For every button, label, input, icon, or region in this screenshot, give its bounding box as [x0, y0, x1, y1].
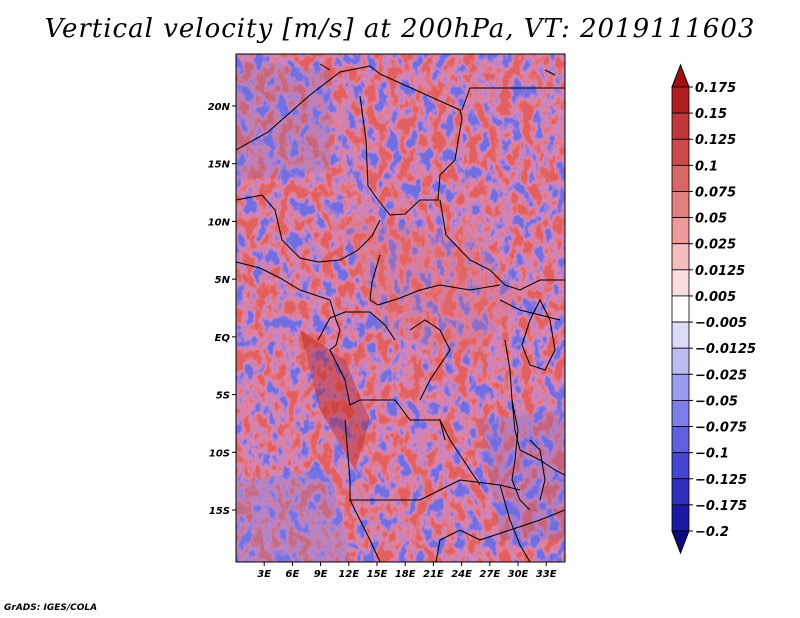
colorbar-label: −0.005	[695, 316, 747, 331]
colorbar-swatch	[671, 452, 690, 480]
velocity-field	[236, 54, 565, 562]
lat-tick-label: 5N	[215, 275, 231, 286]
colorbar-label: 0.125	[695, 133, 736, 148]
colorbar-swatch	[671, 112, 690, 140]
lon-tick-label: 27E	[479, 569, 500, 580]
colorbar-label: 0.075	[695, 185, 736, 200]
map-axes: 20N 15N 10N 5N EQ 5S 10S 15S 3E 6E 9E 12E 15E 18E 21E 2…	[208, 102, 557, 580]
colorbar-swatch	[671, 191, 690, 218]
colorbar-swatch	[671, 321, 690, 349]
map-title: Vertical velocity [m/s] at 200hPa, VT: 2…	[44, 14, 756, 44]
colorbar-swatch	[671, 373, 690, 401]
colorbar-swatch	[671, 426, 690, 454]
colorbar-label: 0.0125	[695, 264, 745, 279]
colorbar: 0.175 0.15 0.125 0.1 0.075 0.05 0.025 0.0125 0.0…	[671, 63, 756, 555]
colorbar-label: 0.1	[695, 159, 718, 174]
lon-tick-label: 33E	[536, 569, 557, 580]
colorbar-swatch	[671, 86, 690, 114]
colorbar-min-arrow	[671, 530, 690, 555]
lat-tick-label: 20N	[208, 102, 231, 113]
colorbar-label: −0.1	[695, 447, 729, 462]
colorbar-label: −0.05	[695, 394, 738, 409]
colorbar-swatch	[671, 400, 690, 427]
lat-tick-label: 5S	[216, 391, 230, 402]
colorbar-swatch	[671, 504, 690, 532]
colorbar-label: −0.075	[695, 421, 747, 436]
colorbar-swatch	[671, 269, 690, 297]
colorbar-label: −0.125	[695, 473, 747, 488]
colorbar-label: 0.005	[695, 290, 736, 305]
colorbar-swatch	[671, 295, 690, 323]
lon-tick-label: 30E	[508, 569, 529, 580]
colorbar-swatch	[671, 478, 690, 506]
colorbar-max-arrow	[671, 63, 690, 88]
colorbar-swatch	[671, 164, 690, 192]
colorbar-swatch	[671, 243, 690, 271]
colorbar-label: −0.0125	[695, 342, 756, 357]
lon-tick-label: 24E	[451, 569, 472, 580]
colorbar-swatch	[671, 347, 690, 375]
colorbar-swatch	[671, 138, 690, 166]
colorbar-label: 0.175	[695, 81, 736, 96]
lon-tick-label: 12E	[338, 569, 359, 580]
lon-tick-label: 9E	[314, 569, 328, 580]
lat-tick-label: 15S	[209, 506, 230, 517]
colorbar-label: 0.05	[695, 212, 727, 227]
lon-tick-label: 3E	[257, 569, 271, 580]
colorbar-label: −0.025	[695, 368, 747, 383]
lon-tick-label: 15E	[367, 569, 388, 580]
lat-tick-label: 15N	[208, 160, 231, 171]
colorbar-swatch	[671, 217, 690, 245]
lat-tick-label: EQ	[215, 333, 231, 344]
lon-tick-label: 6E	[286, 569, 300, 580]
map-frame	[235, 53, 566, 563]
lat-tick-label: 10S	[209, 448, 230, 459]
lat-tick-label: 10N	[208, 217, 231, 228]
grads-credit: GrADS: IGES/COLA	[4, 603, 98, 613]
lon-tick-label: 18E	[395, 569, 416, 580]
country-borders	[236, 63, 565, 562]
colorbar-label: 0.025	[695, 238, 736, 253]
lon-tick-label: 21E	[423, 569, 444, 580]
colorbar-label: 0.15	[695, 107, 727, 122]
colorbar-label: −0.2	[695, 525, 729, 540]
colorbar-label: −0.175	[695, 499, 747, 514]
